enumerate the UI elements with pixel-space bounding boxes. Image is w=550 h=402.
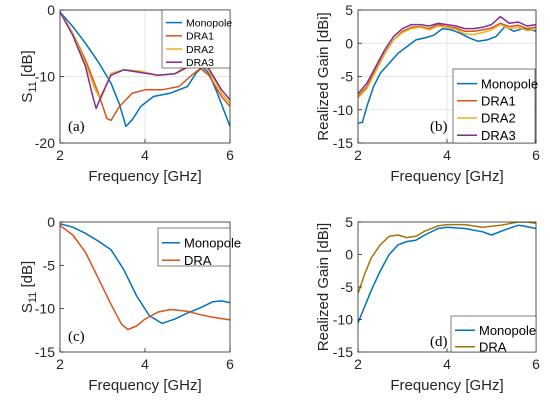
legend: Monopole DRA [157, 227, 241, 268]
legend-entry: Monopole [481, 76, 538, 91]
panel-label: (c) [68, 329, 85, 345]
y-tick-label: 0 [47, 214, 55, 230]
series-line-monopole [358, 224, 536, 324]
legend-entry: DRA [479, 339, 507, 354]
y-axis-label: Realized Gain [dBi] [315, 12, 332, 140]
y-axis-label: S11 [dB] [19, 261, 39, 313]
series-line-monopole [60, 222, 230, 325]
x-tick-label: 2 [354, 356, 362, 372]
x-axis-label: Frequency [GHz] [390, 377, 503, 394]
x-tick-label: 2 [56, 356, 64, 372]
y-axis-label: S11 [dB] [19, 50, 39, 102]
series-line-dra2 [60, 11, 230, 104]
x-tick-label: 4 [141, 356, 149, 372]
panel-a: 2 4 6 0 -10 -20 Frequency [GHz] S11 [dB] (a) Mono… [19, 2, 234, 185]
y-tick-label: -5 [43, 257, 56, 273]
x-tick-label: 6 [226, 356, 234, 372]
y-tick-label: 0 [345, 35, 353, 51]
panel-c: 2 4 6 0 -5 -10 -15 Frequency [GHz] S11 [dB] (c) Mo… [19, 214, 241, 394]
x-tick-label: 6 [532, 147, 540, 163]
series-line-dra2 [358, 23, 536, 99]
y-tick-label: -15 [333, 344, 353, 360]
y-tick-label: -20 [35, 135, 55, 151]
x-tick-label: 2 [354, 147, 362, 163]
series-line-dra [358, 222, 536, 294]
legend: Monopole DRA1 DRA2 DRA3 [452, 68, 538, 144]
panel-b: 2 4 6 5 0 -5 -10 -15 Frequency [GHz] Realized Gai… [315, 2, 540, 185]
legend-entry: DRA1 [481, 93, 516, 108]
x-tick-label: 4 [443, 147, 451, 163]
x-axis-label: Frequency [GHz] [390, 168, 503, 185]
x-tick-label: 4 [141, 147, 149, 163]
legend-entry: DRA2 [481, 111, 516, 126]
y-tick-label: 5 [345, 214, 353, 230]
legend-entry: DRA3 [186, 57, 214, 69]
legend-entry: DRA3 [481, 128, 516, 143]
x-tick-label: 2 [56, 147, 64, 163]
legend-box [452, 68, 536, 144]
legend-entry: DRA1 [186, 31, 214, 43]
y-tick-label: -5 [341, 69, 354, 85]
panel-label: (a) [68, 119, 85, 135]
x-tick-label: 6 [226, 147, 234, 163]
legend-entry: DRA2 [186, 44, 214, 56]
x-axis-label: Frequency [GHz] [88, 168, 201, 185]
legend-entry: Monopole [479, 323, 536, 338]
y-tick-label: 0 [47, 2, 55, 18]
series-line-dra [60, 224, 230, 331]
panel-label: (b) [430, 119, 448, 135]
y-tick-label: -10 [333, 312, 353, 328]
legend-box [161, 9, 231, 69]
y-tick-label: 5 [345, 2, 353, 18]
panel-label: (d) [430, 334, 448, 350]
y-tick-label: -5 [341, 279, 354, 295]
x-tick-label: 4 [443, 356, 451, 372]
series-line-monopole [60, 11, 230, 128]
y-tick-label: -15 [35, 344, 55, 360]
x-tick-label: 6 [532, 356, 540, 372]
y-tick-label: 0 [345, 247, 353, 263]
y-tick-label: -10 [35, 69, 55, 85]
series-line-dra3 [358, 15, 536, 95]
y-tick-label: -15 [333, 135, 353, 151]
legend-entry: Monopole [184, 235, 241, 250]
y-axis-label: Realized Gain [dBi] [315, 223, 332, 351]
series-line-dra1 [60, 11, 230, 122]
legend-entry: Monopole [186, 17, 232, 29]
y-tick-label: -10 [35, 301, 55, 317]
panel-d: 2 4 6 5 0 -5 -10 -15 Frequency [GHz] Realized Gai… [315, 214, 540, 394]
y-tick-label: -10 [333, 102, 353, 118]
legend-entry: DRA [184, 253, 212, 268]
x-axis-label: Frequency [GHz] [88, 377, 201, 394]
